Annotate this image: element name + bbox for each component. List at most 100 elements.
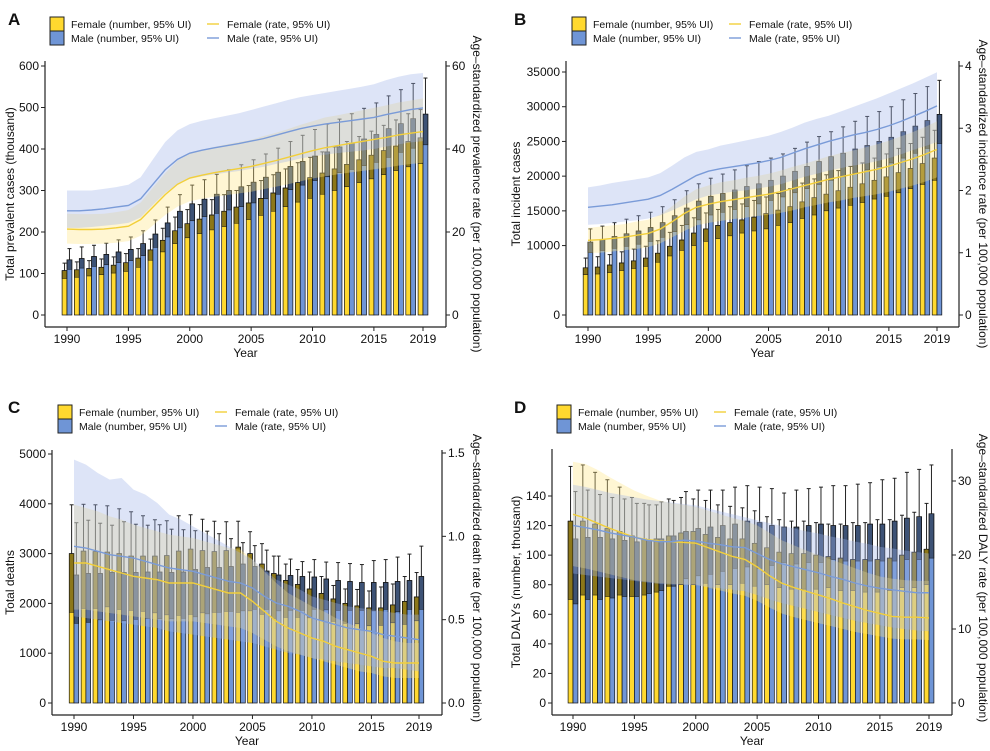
male-bar	[587, 241, 594, 316]
y-tick-label: 30000	[527, 100, 561, 114]
legend-label: Male (rate, 95% UI)	[734, 421, 825, 433]
x-tick-label: 1995	[120, 720, 147, 734]
y-tick-label: 20	[533, 666, 547, 680]
x-tick-label: 2010	[299, 720, 326, 734]
legend-label: Male (number, 95% UI)	[578, 421, 686, 433]
male-rate-line	[587, 105, 938, 209]
y-tick-label: 0	[539, 696, 546, 710]
male-bar-uncertainty	[418, 576, 425, 610]
y-tick-label: 0	[553, 308, 560, 322]
female-bar	[739, 219, 745, 316]
y-tick-label: 15000	[527, 204, 561, 218]
female-bar	[727, 222, 733, 316]
male-bar-uncertainty	[347, 581, 353, 611]
female-bar	[871, 179, 878, 316]
y-tick-label: 600	[19, 59, 39, 73]
male-bar-uncertainty	[79, 258, 85, 269]
female-bar-uncertainty	[160, 240, 166, 253]
x-tick-label: 2015	[361, 332, 388, 346]
y-axis-title-right: Age–standardized death rate (per 100,000…	[470, 434, 484, 722]
female-bar-uncertainty	[147, 249, 154, 261]
female-bar-uncertainty	[282, 187, 289, 207]
female-bar	[294, 182, 301, 316]
y-axis-title-right: Age–standardized prevalence rate (per 10…	[470, 36, 484, 353]
x-tick-label: 1995	[621, 720, 648, 734]
female-bar	[883, 176, 890, 316]
female-bar-uncertainty	[135, 257, 141, 268]
legend-swatch-female-number	[571, 16, 587, 32]
x-tick-label: 1990	[61, 720, 88, 734]
y-right-tick-label: 0.0	[448, 696, 465, 710]
x-tick-label: 2000	[695, 332, 722, 346]
x-tick-label: 1990	[560, 720, 587, 734]
legend-swatch-female-number	[556, 404, 572, 420]
female-bar-uncertainty	[582, 267, 589, 275]
legend-swatch-male-number	[571, 30, 587, 46]
y-axis-title-right: Age–standardized incidence rate (per 100…	[976, 40, 990, 349]
male-bar-uncertainty	[394, 581, 401, 613]
y-tick-label: 20000	[527, 169, 561, 183]
male-bar-uncertainty	[152, 233, 159, 248]
x-tick-label: 2010	[805, 720, 832, 734]
y-right-tick-label: 30	[958, 474, 972, 488]
y-axis-title: Total deaths	[3, 550, 17, 615]
male-bar-uncertainty	[359, 582, 365, 611]
y-axis-title: Total incident cases	[509, 142, 523, 247]
y-tick-label: 400	[19, 142, 39, 156]
female-bar	[380, 150, 387, 316]
female-bar-uncertainty	[763, 213, 769, 230]
female-bar	[931, 157, 938, 316]
x-tick-label: 2019	[406, 720, 433, 734]
male-bar-uncertainty	[201, 198, 208, 217]
y-right-tick-label: 40	[452, 142, 466, 156]
female-bar-uncertainty	[295, 182, 301, 203]
x-tick-label: 2005	[744, 720, 771, 734]
male-bar-uncertainty	[214, 193, 220, 214]
female-bar-uncertainty	[619, 262, 625, 271]
female-rate-line	[66, 130, 424, 231]
y-tick-label: 120	[526, 519, 546, 533]
legend-swatch-male-number	[57, 418, 73, 434]
female-bar	[751, 216, 757, 316]
x-axis-title: Year	[740, 734, 764, 748]
y-tick-label: 1000	[19, 646, 46, 660]
x-tick-label: 2005	[239, 720, 266, 734]
female-bar	[368, 154, 375, 316]
legend-label: Male (rate, 95% UI)	[235, 421, 326, 433]
female-bar-uncertainty	[715, 225, 721, 239]
x-axis-title: Year	[235, 734, 259, 748]
male-bar-uncertainty	[406, 580, 413, 610]
female-bar	[667, 245, 673, 316]
y-right-tick-label: 20	[958, 548, 972, 562]
panel-b: 0 10000 15000 20000 25000 30000 35000 0 1 2 3 4 1990…	[509, 10, 990, 360]
male-bar-uncertainty	[177, 211, 183, 229]
male-bar-uncertainty	[422, 113, 429, 146]
legend-label: Female (rate, 95% UI)	[235, 407, 338, 419]
y-right-tick-label: 0.5	[448, 613, 465, 627]
legend-label: Male (number, 95% UI)	[593, 33, 701, 45]
female-bar	[919, 163, 926, 316]
legend-label: Female (number, 95% UI)	[578, 407, 698, 419]
male-rate-band	[573, 484, 929, 632]
female-bar	[417, 137, 424, 316]
y-right-tick-label: 2	[965, 184, 972, 198]
y-tick-label: 300	[19, 184, 39, 198]
y-right-tick-label: 1.5	[448, 446, 465, 460]
male-bar-uncertainty	[164, 222, 171, 238]
female-bar	[405, 141, 412, 316]
female-bar-uncertainty	[655, 252, 661, 263]
female-bar-uncertainty	[567, 520, 574, 600]
male-bar-uncertainty	[189, 203, 195, 222]
female-rate-line	[587, 148, 938, 241]
y-right-tick-label: 60	[452, 59, 466, 73]
y-axis-title: Total DALYs (number, thousand)	[509, 496, 523, 669]
panel-c: 0 1000 2000 3000 4000 5000 0.0 0.5 1.0 1.5 1990 199…	[3, 398, 484, 748]
x-tick-label: 2000	[180, 720, 207, 734]
y-tick-label: 60	[533, 607, 547, 621]
y-tick-label: 25000	[527, 134, 561, 148]
y-tick-label: 200	[19, 225, 39, 239]
y-tick-label: 0	[32, 308, 39, 322]
y-right-tick-label: 3	[965, 121, 972, 135]
female-bar-uncertainty	[61, 270, 68, 279]
female-bar-uncertainty	[307, 177, 313, 199]
